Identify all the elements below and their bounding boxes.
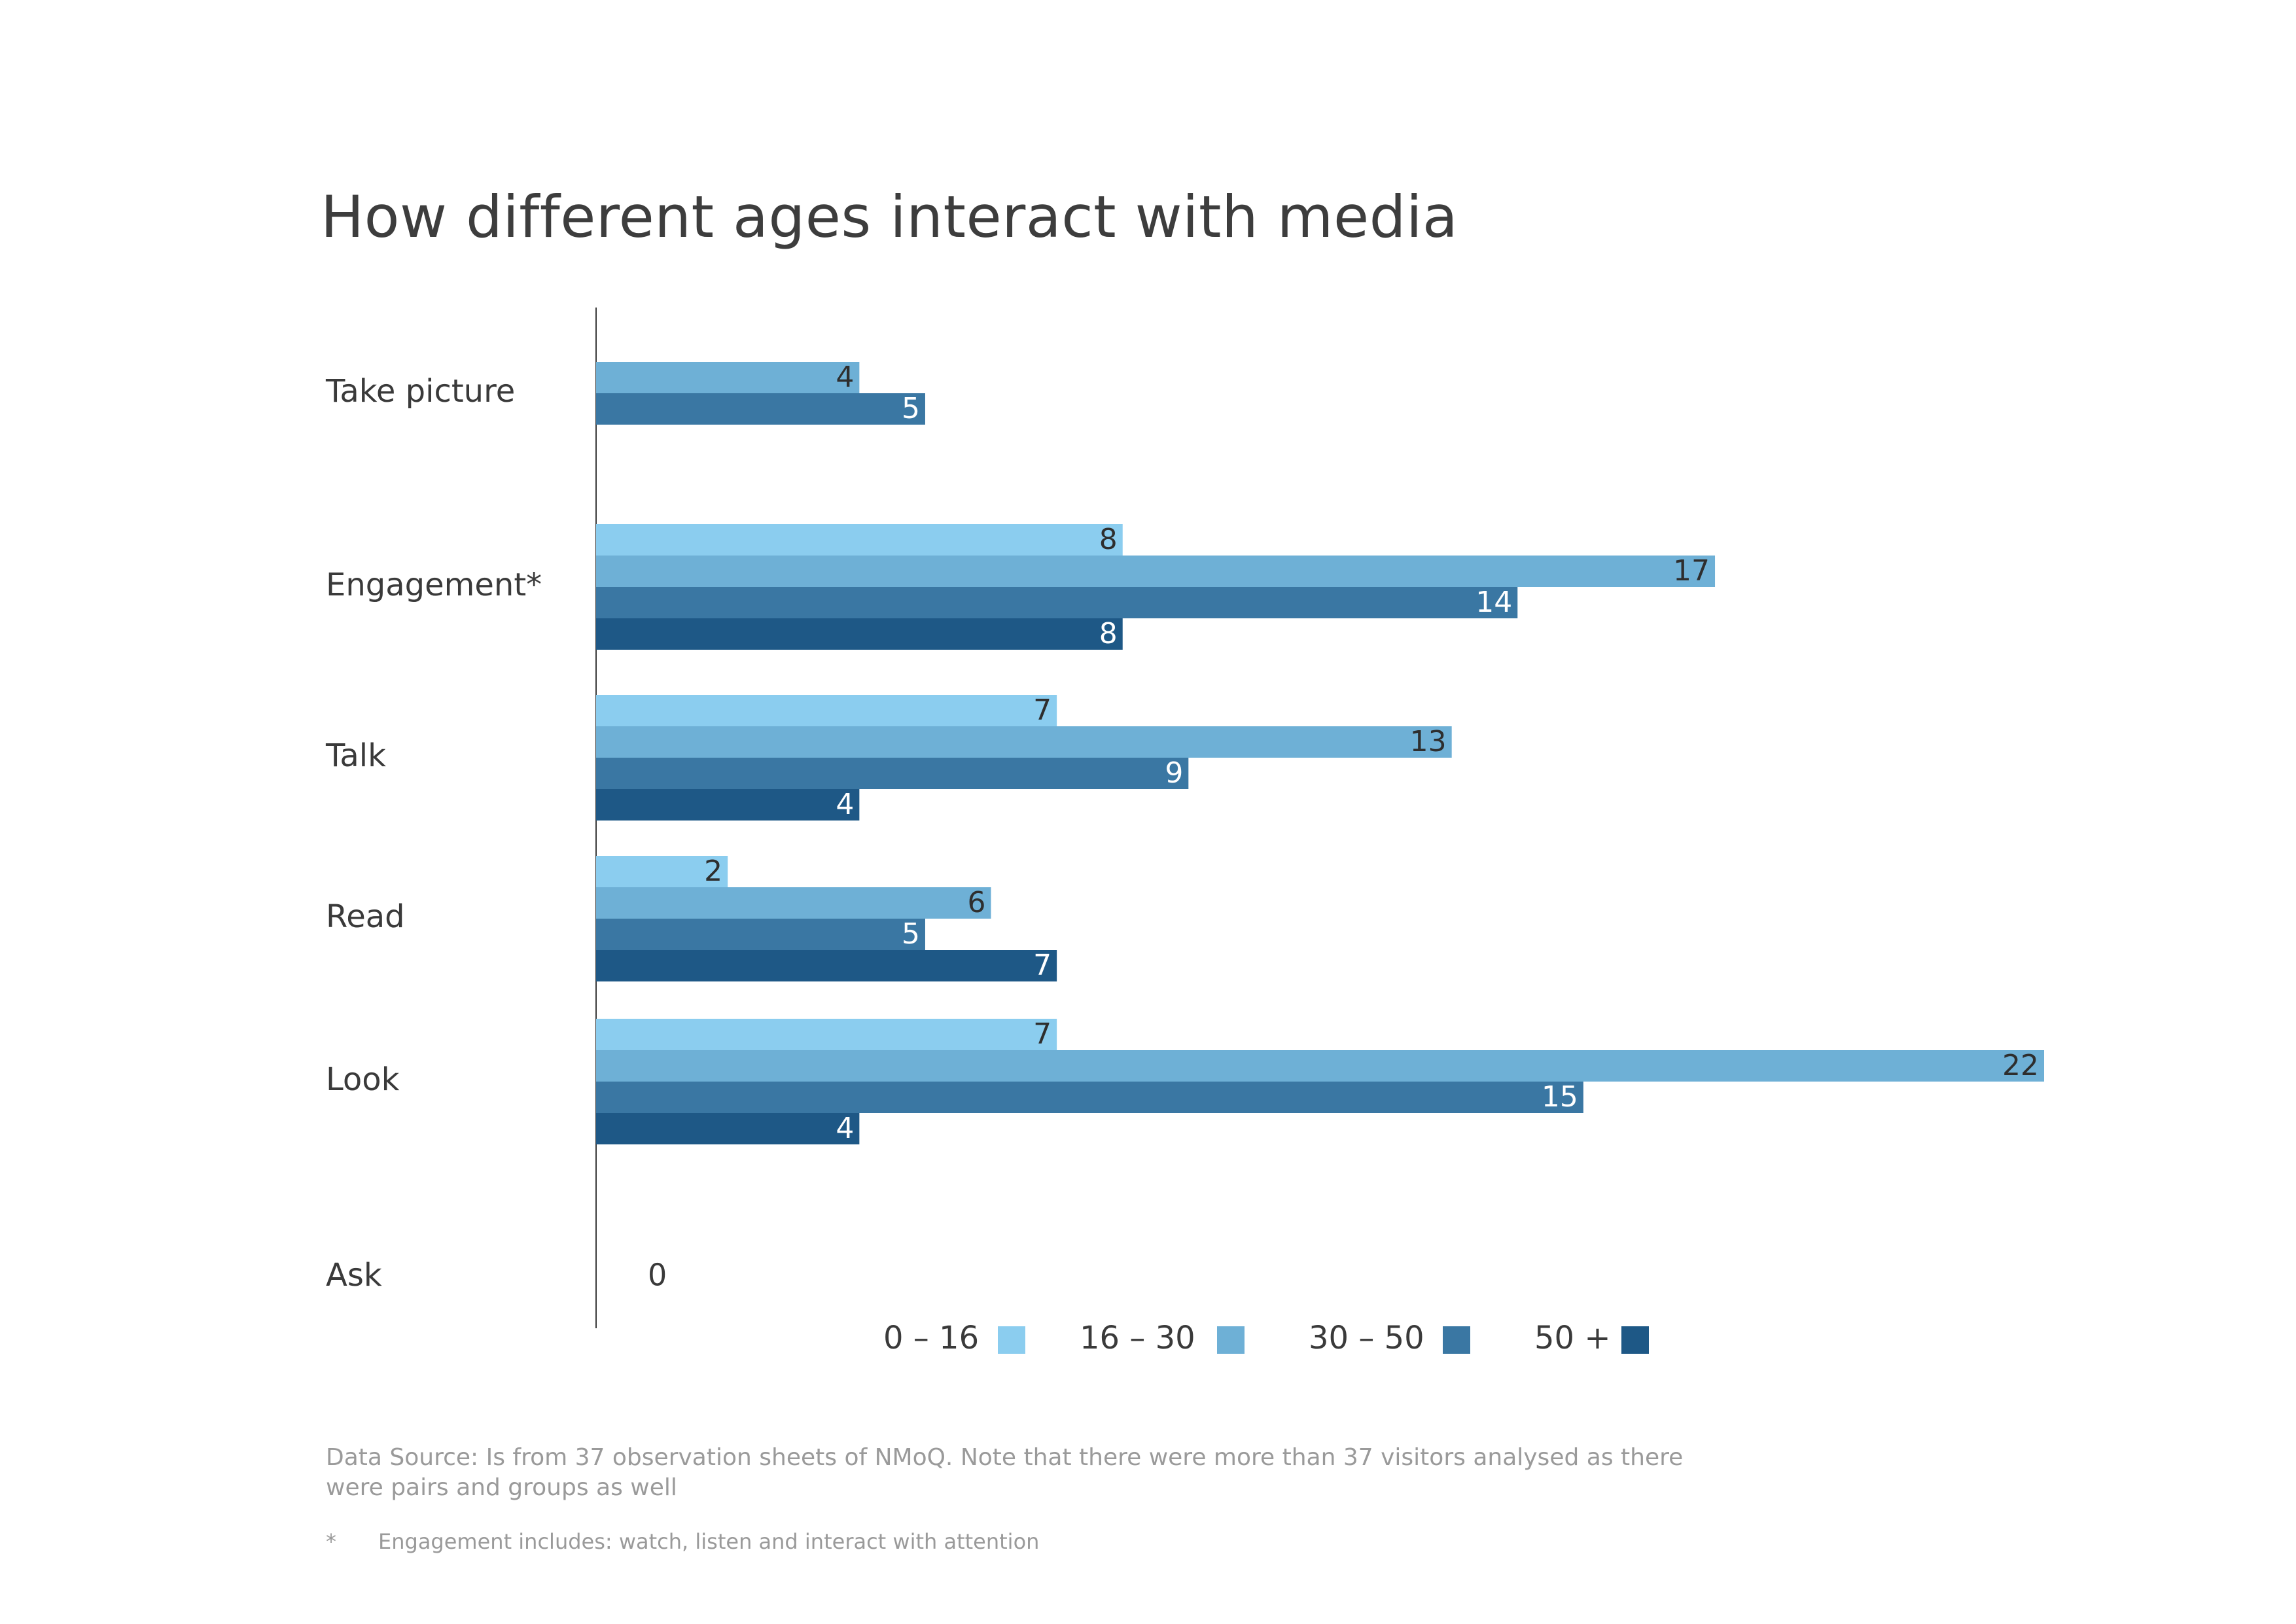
- bar-look-50: [596, 1113, 860, 1144]
- footnote-text: Engagement includes: watch, listen and i…: [378, 1529, 1040, 1554]
- data-label-talk-16-30: 13: [1410, 725, 1447, 758]
- bar-look-0-16: [596, 1019, 1057, 1050]
- data-source-note: Data Source: Is from 37 observation shee…: [326, 1444, 1684, 1501]
- data-label-look-30-50: 15: [1542, 1080, 1578, 1114]
- legend: 0 – 16 16 – 30 30 – 50 50 +: [883, 1320, 1649, 1356]
- legend-label-50: 50 +: [1534, 1320, 1611, 1356]
- data-label-talk-0-16: 7: [1033, 694, 1051, 727]
- data-label-talk-30-50: 9: [1165, 756, 1183, 790]
- data-label-look-16-30: 22: [2002, 1049, 2039, 1082]
- bar-talk-30-50: [596, 758, 1189, 789]
- category-label-look: Look: [326, 1061, 400, 1098]
- legend-label-16-30: 16 – 30: [1080, 1320, 1195, 1356]
- bar-engagement-30-50: [596, 587, 1518, 618]
- bar-talk-50: [596, 789, 860, 821]
- legend-label-30-50: 30 – 50: [1309, 1320, 1424, 1356]
- data-label-ask: 0: [648, 1258, 667, 1293]
- bar-look-16-30: [596, 1050, 2044, 1082]
- bar-engagement-0-16: [596, 524, 1123, 556]
- data-label-read-50: 7: [1033, 949, 1051, 982]
- bar-take-picture-16-30: [596, 362, 860, 393]
- bar-read-50: [596, 950, 1057, 981]
- bars: 4 5 8 17 14 8 7 13 9 4 2 6 5 7 7 22 15 4: [596, 361, 2044, 1145]
- data-label-look-50: 4: [836, 1112, 854, 1145]
- data-label-take-picture-30-50: 5: [902, 392, 920, 425]
- bar-look-30-50: [596, 1082, 1583, 1113]
- legend-swatch-30-50: [1443, 1326, 1470, 1354]
- engagement-footnote: * Engagement includes: watch, listen and …: [326, 1529, 1039, 1554]
- category-label-talk: Talk: [325, 737, 386, 774]
- legend-swatch-0-16: [998, 1326, 1025, 1354]
- bar-take-picture-30-50: [596, 393, 925, 425]
- category-label-read: Read: [326, 898, 405, 935]
- bar-read-30-50: [596, 919, 925, 950]
- bar-talk-16-30: [596, 726, 1452, 758]
- category-label-take-picture: Take picture: [325, 373, 515, 410]
- data-label-engagement-16-30: 17: [1673, 554, 1710, 588]
- category-label-ask: Ask: [326, 1257, 382, 1294]
- data-label-engagement-0-16: 8: [1099, 523, 1118, 556]
- data-label-read-30-50: 5: [902, 917, 920, 951]
- legend-swatch-16-30: [1217, 1326, 1245, 1354]
- data-label-engagement-30-50: 14: [1475, 586, 1512, 619]
- data-label-engagement-50: 8: [1099, 617, 1118, 650]
- category-labels: Take picture Engagement* Talk Read Look Ask 0: [325, 373, 667, 1294]
- data-label-read-16-30: 6: [968, 886, 986, 919]
- bar-read-0-16: [596, 856, 728, 887]
- data-label-read-0-16: 2: [704, 855, 722, 888]
- bar-engagement-50: [596, 618, 1123, 650]
- legend-swatch-50: [1621, 1326, 1649, 1354]
- bar-engagement-16-30: [596, 556, 1716, 587]
- chart-title: How different ages interact with media: [321, 183, 1458, 251]
- footnote-asterisk: *: [326, 1529, 336, 1554]
- data-label-talk-50: 4: [836, 788, 854, 821]
- data-label-look-0-16: 7: [1033, 1017, 1051, 1051]
- legend-label-0-16: 0 – 16: [883, 1320, 979, 1356]
- bar-talk-0-16: [596, 695, 1057, 726]
- bar-read-16-30: [596, 887, 991, 919]
- data-label-take-picture-16-30: 4: [836, 361, 854, 394]
- category-label-engagement: Engagement*: [326, 567, 542, 603]
